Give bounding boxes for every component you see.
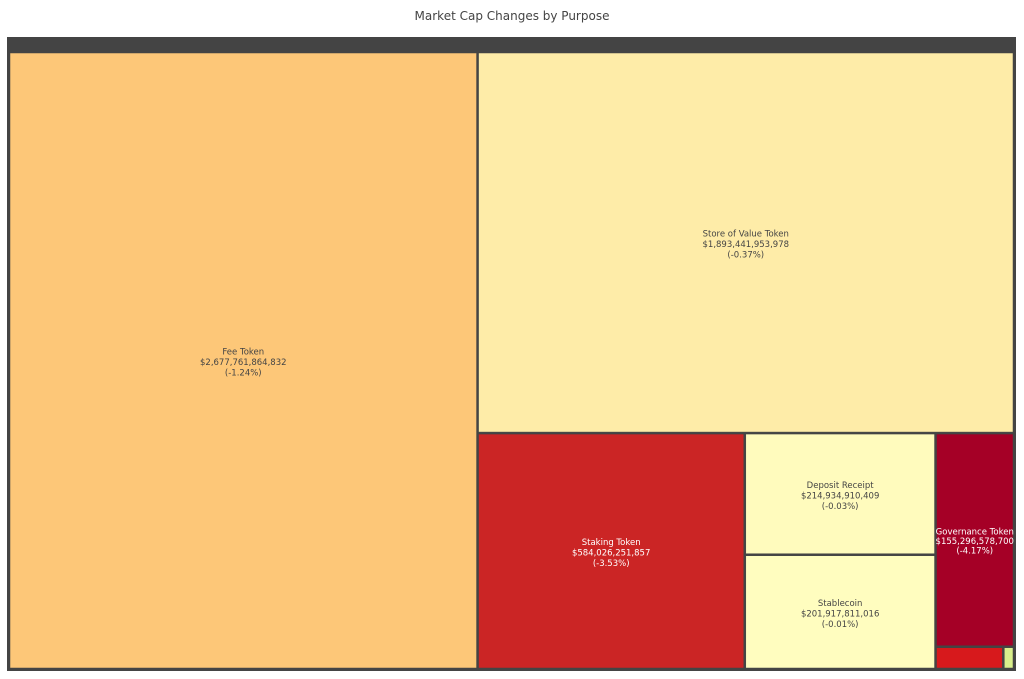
tile-label-governance-token: Governance Token	[936, 527, 1014, 537]
tile-value-governance-token: $155,296,578,700	[936, 537, 1014, 547]
tile-value-deposit-receipt: $214,934,910,409	[801, 491, 879, 501]
tile-governance-token[interactable]: Governance Token$155,296,578,700(-4.17%)	[936, 433, 1014, 646]
tile-value-stablecoin: $201,917,811,016	[801, 609, 879, 619]
tile-change-store-of-value-token: (-0.37%)	[727, 251, 764, 261]
tile-change-staking-token: (-3.53%)	[593, 559, 630, 569]
tile-rect-item-6[interactable]	[936, 647, 1003, 669]
tile-change-stablecoin: (-0.01%)	[822, 620, 859, 630]
tile-store-of-value-token[interactable]: Store of Value Token$1,893,441,953,978(-…	[478, 52, 1014, 433]
tile-rect-staking-token[interactable]	[478, 433, 745, 669]
tile-stablecoin[interactable]: Stablecoin$201,917,811,016(-0.01%)	[745, 555, 935, 669]
tile-fee-token[interactable]: Fee Token$2,677,761,864,832(-1.24%)	[9, 52, 477, 669]
tile-label-fee-token: Fee Token	[222, 348, 264, 358]
tile-value-fee-token: $2,677,761,864,832	[200, 358, 287, 368]
tile-rect-item-7[interactable]	[1004, 647, 1014, 669]
tile-value-store-of-value-token: $1,893,441,953,978	[703, 240, 790, 250]
chart-title: Market Cap Changes by Purpose	[414, 9, 610, 23]
tile-label-stablecoin: Stablecoin	[818, 599, 863, 609]
tile-change-deposit-receipt: (-0.03%)	[822, 502, 859, 512]
tile-rect-store-of-value-token[interactable]	[478, 52, 1014, 433]
tile-rect-stablecoin[interactable]	[745, 555, 935, 669]
tile-rect-deposit-receipt[interactable]	[745, 433, 935, 554]
tile-rect-fee-token[interactable]	[9, 52, 477, 669]
tile-label-store-of-value-token: Store of Value Token	[703, 230, 789, 240]
tile-label-staking-token: Staking Token	[582, 538, 641, 548]
tile-item-6[interactable]	[936, 647, 1003, 669]
tile-change-fee-token: (-1.24%)	[225, 369, 262, 379]
tile-value-staking-token: $584,026,251,857	[572, 549, 650, 559]
tile-staking-token[interactable]: Staking Token$584,026,251,857(-3.53%)	[478, 433, 745, 669]
tile-change-governance-token: (-4.17%)	[956, 546, 993, 556]
tile-label-deposit-receipt: Deposit Receipt	[807, 481, 875, 491]
tile-rect-governance-token[interactable]	[936, 433, 1014, 646]
tile-deposit-receipt[interactable]: Deposit Receipt$214,934,910,409(-0.03%)	[745, 433, 935, 554]
tile-item-7[interactable]	[1004, 647, 1014, 669]
